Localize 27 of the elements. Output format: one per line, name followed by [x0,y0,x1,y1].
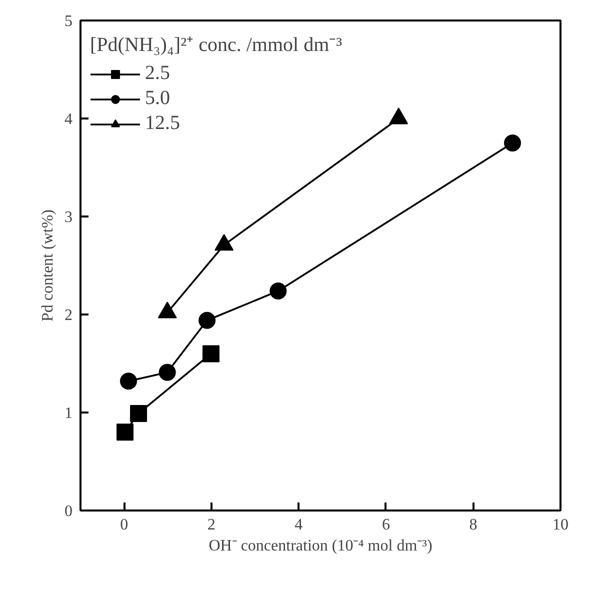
y-tick-label: 5 [64,13,72,30]
point [120,372,137,390]
legend-label: 12.5 [145,112,180,135]
point [202,345,220,362]
legend-title: [Pd(NH₃)₄]²⁺ conc. /mmol dm⁻³ [90,33,342,57]
y-tick-label: 2 [64,307,72,324]
y-tick-label: 0 [64,503,72,520]
point [270,282,287,300]
point [198,312,216,329]
x-tick-label: 6 [382,516,390,534]
x-tick-label: 8 [469,516,478,534]
point [116,424,134,441]
legend-label: 2.5 [145,62,170,85]
x-axis-title: OH⁻ concentration (10⁻⁴ mol dm⁻³) [208,538,432,554]
x-tick-label: 2 [207,516,216,534]
x-tick-label: 4 [294,516,303,534]
x-tick-label: 10 [552,516,568,534]
point [504,134,521,152]
point [389,108,408,124]
point [130,404,148,422]
y-tick-label: 1 [64,405,72,422]
legend-label: 5.0 [145,87,170,110]
point [158,364,176,381]
y-axis-title: Pd content (wt%) [40,210,56,322]
x-tick-label: 0 [120,516,128,534]
y-tick-label: 4 [64,111,72,128]
y-tick-label: 3 [64,209,72,226]
